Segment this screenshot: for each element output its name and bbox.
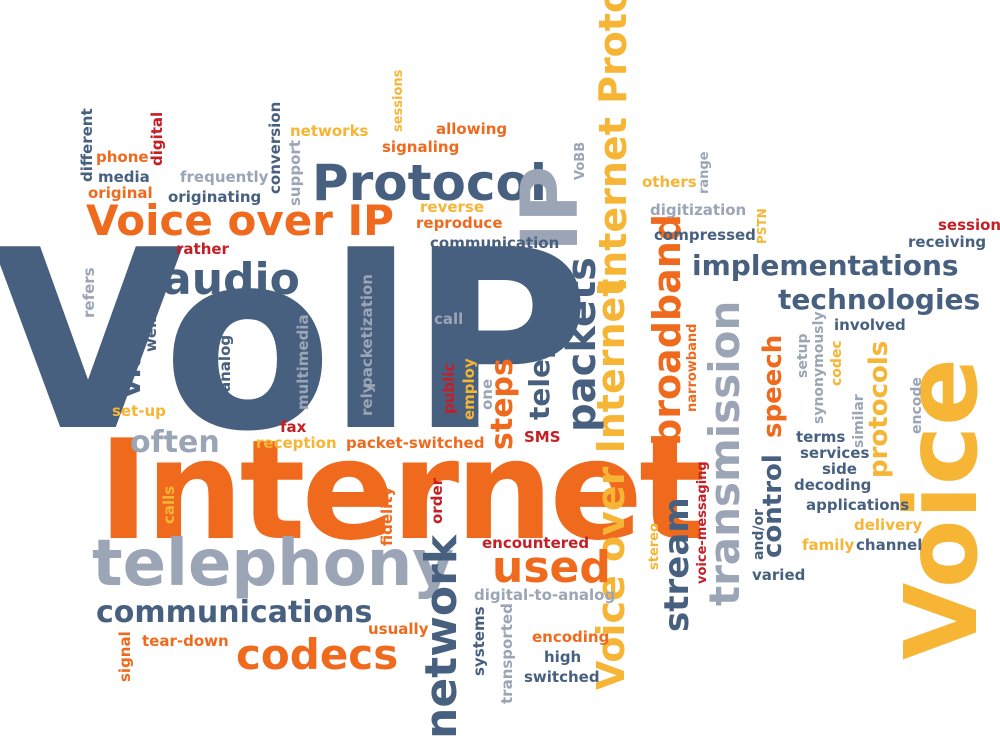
- word-digital: digital: [148, 111, 166, 166]
- word-channel: channel: [856, 536, 923, 554]
- word-side: side: [822, 460, 857, 478]
- word-different: different: [78, 108, 96, 182]
- word-codecs: codecs: [236, 630, 399, 679]
- word-high: high: [544, 648, 582, 666]
- word-decoding: decoding: [794, 476, 872, 494]
- word-via: via: [113, 347, 148, 398]
- word-fax: fax: [280, 418, 307, 436]
- word-signal: signal: [116, 631, 134, 682]
- word-internet: Internet: [98, 410, 705, 571]
- word-encoding: encoding: [532, 628, 610, 646]
- word-switched: switched: [524, 668, 600, 686]
- word-internet-protocol: Internet Protocol: [591, 0, 635, 292]
- word-networks: networks: [290, 122, 369, 140]
- word-protocols: protocols: [864, 340, 894, 478]
- word-reverse: reverse: [420, 198, 485, 216]
- word-synonymously: synonymously: [811, 311, 827, 424]
- word-original: original: [88, 184, 153, 202]
- word-telephone: telephone: [523, 260, 556, 420]
- word-narrowband: narrowband: [685, 323, 700, 412]
- word-telephony: telephony: [92, 527, 454, 601]
- word-broadband: broadband: [645, 214, 689, 446]
- word-media: media: [98, 168, 150, 186]
- word-and-or: and/or: [751, 508, 767, 560]
- word-often: often: [130, 425, 220, 460]
- word-protocol: Protocol: [312, 154, 548, 212]
- word-communication: communication: [430, 234, 560, 252]
- word-order: order: [428, 477, 446, 524]
- word-codec: codec: [829, 340, 845, 386]
- word-allowing: allowing: [436, 120, 508, 138]
- word-pstn: PSTN: [755, 208, 769, 244]
- word-encountered: encountered: [482, 534, 590, 552]
- word-similar: similar: [851, 394, 867, 448]
- word-speech: speech: [758, 334, 788, 438]
- word-session: session: [938, 216, 1000, 234]
- word-one: one: [478, 378, 496, 410]
- word-family: family: [802, 536, 855, 554]
- word-tear-down: tear-down: [142, 632, 229, 650]
- word-delivery: delivery: [854, 516, 923, 534]
- word-encode: encode: [909, 377, 925, 434]
- word-voip: VoIP: [0, 198, 591, 486]
- word-transported: transported: [498, 603, 516, 704]
- word-stream: stream: [657, 497, 697, 632]
- word-services: services: [800, 444, 870, 462]
- word-terms: terms: [796, 428, 846, 446]
- word-digitization: digitization: [650, 201, 747, 219]
- word-signaling: signaling: [382, 138, 460, 156]
- word-public: public: [440, 362, 458, 414]
- word-employ: employ: [460, 358, 478, 420]
- word-voice-over-ip: Voice over IP: [86, 196, 394, 245]
- word-stereo: stereo: [647, 523, 662, 570]
- word-packets: packets: [559, 257, 605, 432]
- word-compressed: compressed: [654, 226, 756, 244]
- word-range: range: [697, 151, 712, 194]
- word-analog: analog: [216, 334, 234, 392]
- word-audio: audio: [162, 254, 300, 305]
- word-implementations: implementations: [692, 249, 959, 282]
- word-multimedia: multimedia: [294, 314, 312, 410]
- word-digital-to-analog: digital-to-analog: [474, 586, 616, 604]
- word-systems: systems: [470, 606, 488, 676]
- word-vobb: VoBB: [573, 141, 588, 180]
- word-varied: varied: [752, 566, 806, 584]
- word-sessions: sessions: [391, 69, 406, 132]
- word-others: others: [642, 173, 697, 191]
- word-rather: rather: [176, 240, 229, 258]
- word-call: call: [434, 310, 464, 328]
- word-frequently: frequently: [180, 168, 269, 186]
- word-well: well: [142, 317, 160, 352]
- word-involved: involved: [834, 316, 906, 334]
- word-packet-switched: packet-switched: [346, 434, 485, 452]
- word-originating: originating: [168, 188, 262, 206]
- word-rely: rely: [358, 383, 376, 417]
- word-support: support: [286, 140, 304, 206]
- word-usually: usually: [368, 620, 429, 638]
- word-conversion: conversion: [266, 101, 284, 194]
- word-used: used: [492, 542, 611, 593]
- word-technologies: technologies: [778, 283, 981, 316]
- word-sms: SMS: [524, 428, 561, 446]
- word-transmission: transmission: [700, 300, 749, 606]
- word-setup: setup: [795, 333, 811, 378]
- word-set-up: set-up: [112, 402, 166, 420]
- word-applications: applications: [806, 496, 910, 514]
- word-voice-messaging: voice-messaging: [695, 461, 710, 584]
- word-communications: communications: [96, 595, 373, 630]
- word-reception: reception: [256, 434, 337, 452]
- word-phone: phone: [96, 148, 149, 166]
- word-fidelity: fidelity: [378, 486, 396, 546]
- word-calls: calls: [160, 485, 178, 524]
- word-receiving: receiving: [908, 233, 987, 251]
- word-reproduce: reproduce: [416, 214, 503, 232]
- word-refers: refers: [80, 267, 98, 318]
- word-packetization: packetization: [358, 274, 376, 388]
